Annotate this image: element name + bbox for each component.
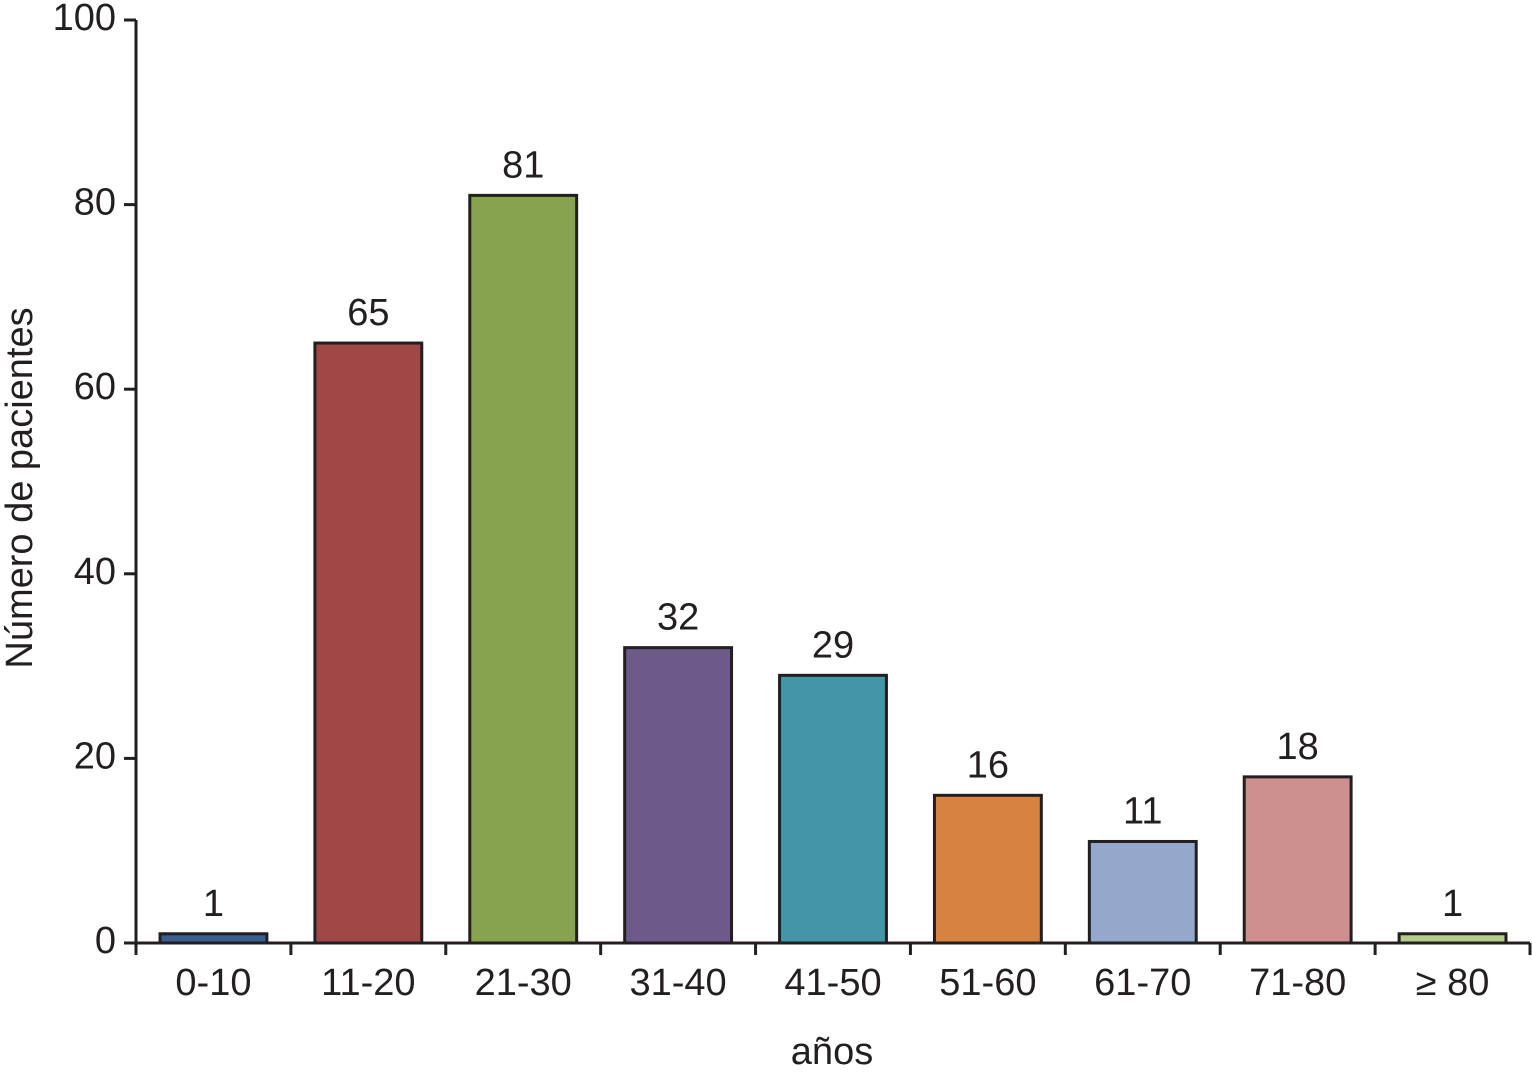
bar xyxy=(313,341,424,945)
x-tick-label: 21-30 xyxy=(475,962,572,1004)
y-tick-label: 40 xyxy=(74,551,116,593)
x-tick-label: 31-40 xyxy=(630,962,727,1004)
data-label: 32 xyxy=(657,597,699,639)
data-label: 18 xyxy=(1277,726,1319,768)
x-tick-label: 61-70 xyxy=(1094,962,1191,1004)
bar xyxy=(778,673,888,945)
bar xyxy=(1242,775,1353,945)
bar xyxy=(1397,932,1508,945)
data-label: 65 xyxy=(347,292,389,334)
x-tick-label: 41-50 xyxy=(784,962,881,1004)
data-label: 1 xyxy=(203,883,224,925)
data-label: 16 xyxy=(967,744,1009,786)
bar xyxy=(468,193,579,945)
data-label: 81 xyxy=(502,144,544,186)
y-tick-label: 80 xyxy=(74,182,116,224)
y-axis-label: Número de pacientes xyxy=(0,307,41,668)
x-tick-label: 11-20 xyxy=(321,962,415,1004)
x-axis-label: años xyxy=(791,1031,873,1073)
x-tick-label: 51-60 xyxy=(939,962,1036,1004)
y-tick-label: 0 xyxy=(95,920,116,962)
x-tick-label: 0-10 xyxy=(175,962,251,1004)
bar xyxy=(158,932,269,945)
data-label: 1 xyxy=(1442,883,1463,925)
y-tick-label: 60 xyxy=(74,366,116,408)
data-label: 11 xyxy=(1123,791,1162,833)
x-tick-label: 71-80 xyxy=(1249,962,1346,1004)
bar xyxy=(932,793,1043,945)
bar xyxy=(623,646,734,945)
y-tick-label: 100 xyxy=(53,0,116,39)
data-label: 29 xyxy=(812,624,854,666)
x-tick-label: ≥ 80 xyxy=(1416,962,1490,1004)
bar xyxy=(1087,839,1198,945)
y-tick-label: 20 xyxy=(74,735,116,777)
